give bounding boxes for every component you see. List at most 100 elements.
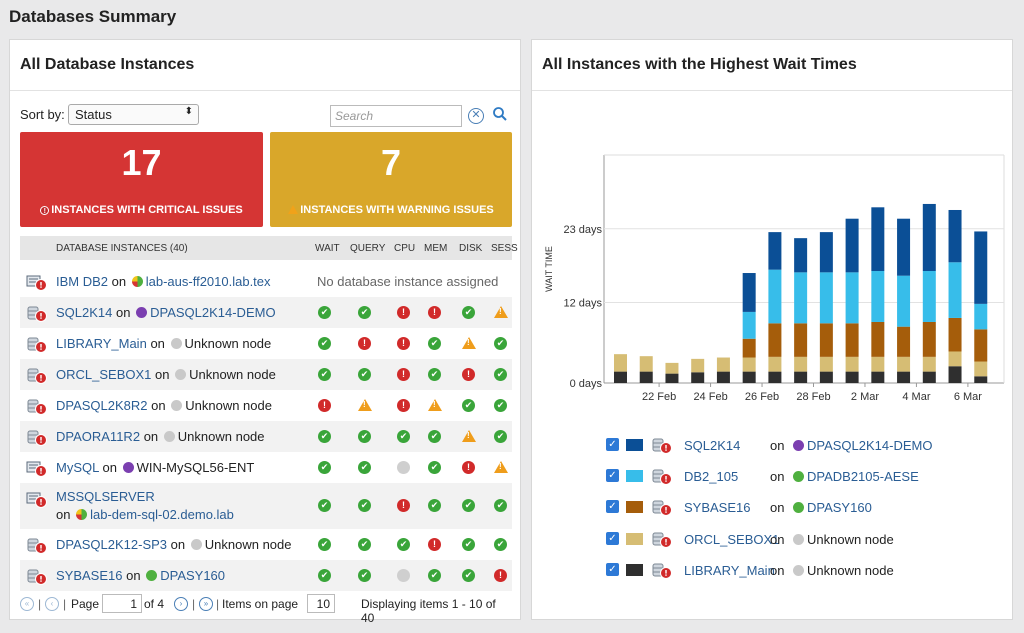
node-link[interactable]: lab-aus-ff2010.lab.tex — [145, 274, 271, 289]
wait-status-ok-icon[interactable]: ✔ — [318, 368, 331, 381]
prev-page-icon[interactable]: ‹ — [45, 597, 59, 611]
disk-status-ok-icon[interactable]: ✔ — [462, 569, 475, 582]
sess-status-warning-icon[interactable] — [494, 306, 508, 318]
query-status-ok-icon[interactable]: ✔ — [358, 538, 371, 551]
warning-instances-tile[interactable]: 7 INSTANCES WITH WARNING ISSUES — [270, 132, 512, 227]
mem-status-critical-icon[interactable]: ! — [428, 306, 441, 319]
table-row[interactable]: SYBASE16 on DPASY160 ✔ ✔ ✔ ✔! — [20, 560, 512, 591]
sess-status-ok-icon[interactable]: ✔ — [494, 430, 507, 443]
sess-status-ok-icon[interactable]: ✔ — [494, 337, 507, 350]
mem-status-ok-icon[interactable]: ✔ — [428, 368, 441, 381]
instance-link[interactable]: ORCL_SEBOX1 — [56, 367, 152, 382]
legend-node-link[interactable]: DPASY160 — [807, 500, 872, 515]
page-input[interactable]: 1 — [102, 594, 142, 613]
search-icon[interactable] — [492, 106, 508, 122]
query-status-ok-icon[interactable]: ✔ — [358, 461, 371, 474]
instance-link[interactable]: DPASQL2K12-SP3 — [56, 537, 168, 552]
sess-status-warning-icon[interactable] — [494, 461, 508, 473]
clear-icon[interactable]: ✕ — [468, 108, 484, 124]
disk-status-critical-icon[interactable]: ! — [462, 368, 475, 381]
wait-status-ok-icon[interactable]: ✔ — [318, 337, 331, 350]
mem-status-ok-icon[interactable]: ✔ — [428, 461, 441, 474]
cpu-status-critical-icon[interactable]: ! — [397, 337, 410, 350]
last-page-icon[interactable]: » — [199, 597, 213, 611]
cpu-status-critical-icon[interactable]: ! — [397, 499, 410, 512]
instance-link[interactable]: IBM DB2 — [56, 274, 109, 289]
legend-checkbox[interactable]: ✓ — [606, 532, 619, 545]
table-row[interactable]: SQL2K14 on DPASQL2K14-DEMO ✔ ✔!! ✔ — [20, 297, 512, 328]
disk-status-ok-icon[interactable]: ✔ — [462, 499, 475, 512]
node-link[interactable]: DPASQL2K14-DEMO — [150, 305, 276, 320]
query-status-ok-icon[interactable]: ✔ — [358, 499, 371, 512]
col-query[interactable]: QUERY — [350, 243, 386, 254]
col-mem[interactable]: MEM — [424, 243, 448, 254]
wait-status-ok-icon[interactable]: ✔ — [318, 306, 331, 319]
query-status-warning-icon[interactable] — [358, 399, 372, 411]
sess-status-ok-icon[interactable]: ✔ — [494, 399, 507, 412]
mem-status-warning-icon[interactable] — [428, 399, 442, 411]
query-status-ok-icon[interactable]: ✔ — [358, 430, 371, 443]
disk-status-critical-icon[interactable]: ! — [462, 461, 475, 474]
disk-status-warning-icon[interactable] — [462, 337, 476, 349]
instance-link[interactable]: LIBRARY_Main — [56, 336, 147, 351]
sess-status-ok-icon[interactable]: ✔ — [494, 538, 507, 551]
instance-link[interactable]: SQL2K14 — [56, 305, 113, 320]
table-row[interactable]: ORCL_SEBOX1 on Unknown node ✔ ✔! ✔! ✔ — [20, 359, 512, 390]
mem-status-ok-icon[interactable]: ✔ — [428, 430, 441, 443]
legend-checkbox[interactable]: ✓ — [606, 500, 619, 513]
col-wait[interactable]: WAIT — [315, 243, 340, 254]
table-row[interactable]: DPAORA11R2 on Unknown node ✔ ✔ ✔ ✔ ✔ — [20, 421, 512, 452]
table-row[interactable]: DPASQL2K12-SP3 on Unknown node ✔ ✔ ✔! ✔ ✔ — [20, 529, 512, 560]
cpu-status-critical-icon[interactable]: ! — [397, 399, 410, 412]
legend-node-link[interactable]: DPADB2105-AESE — [807, 469, 919, 484]
node-link[interactable]: DPASY160 — [160, 568, 226, 583]
legend-node-link[interactable]: DPASQL2K14-DEMO — [807, 438, 933, 453]
instance-link[interactable]: DPAORA11R2 — [56, 429, 141, 444]
query-status-critical-icon[interactable]: ! — [358, 337, 371, 350]
col-disk[interactable]: DISK — [459, 243, 483, 254]
wait-status-ok-icon[interactable]: ✔ — [318, 499, 331, 512]
query-status-ok-icon[interactable]: ✔ — [358, 368, 371, 381]
sess-status-critical-icon[interactable]: ! — [494, 569, 507, 582]
cpu-status-ok-icon[interactable]: ✔ — [397, 538, 410, 551]
table-row[interactable]: DPASQL2K8R2 on Unknown node!! ✔ ✔ — [20, 390, 512, 421]
legend-checkbox[interactable]: ✓ — [606, 563, 619, 576]
sort-select[interactable]: Status ⬍ — [68, 104, 199, 125]
wait-status-critical-icon[interactable]: ! — [318, 399, 331, 412]
critical-instances-tile[interactable]: 17 ! INSTANCES WITH CRITICAL ISSUES — [20, 132, 263, 227]
node-link[interactable]: lab-dem-sql-02.demo.lab — [90, 507, 234, 522]
wait-status-ok-icon[interactable]: ✔ — [318, 538, 331, 551]
legend-instance-link[interactable]: LIBRARY_Main — [684, 563, 775, 578]
query-status-ok-icon[interactable]: ✔ — [358, 306, 371, 319]
instance-link[interactable]: MySQL — [56, 460, 99, 475]
legend-checkbox[interactable]: ✓ — [606, 438, 619, 451]
legend-instance-link[interactable]: SYBASE16 — [684, 500, 751, 515]
instance-link[interactable]: SYBASE16 — [56, 568, 123, 583]
cpu-status-unknown-icon[interactable] — [397, 569, 410, 582]
instance-link[interactable]: MSSQLSERVER — [56, 489, 155, 504]
sess-status-ok-icon[interactable]: ✔ — [494, 368, 507, 381]
first-page-icon[interactable]: « — [20, 597, 34, 611]
table-row[interactable]: IBM DB2 on lab-aus-ff2010.lab.tex No data… — [20, 266, 512, 297]
legend-checkbox[interactable]: ✓ — [606, 469, 619, 482]
wait-status-ok-icon[interactable]: ✔ — [318, 569, 331, 582]
legend-instance-link[interactable]: ORCL_SEBOX1 — [684, 532, 780, 547]
mem-status-ok-icon[interactable]: ✔ — [428, 569, 441, 582]
items-per-page-input[interactable]: 10 — [307, 594, 335, 613]
disk-status-ok-icon[interactable]: ✔ — [462, 538, 475, 551]
cpu-status-critical-icon[interactable]: ! — [397, 368, 410, 381]
instance-link[interactable]: DPASQL2K8R2 — [56, 398, 148, 413]
cpu-status-critical-icon[interactable]: ! — [397, 306, 410, 319]
table-row[interactable]: MSSQLSERVER on lab-dem-sql-02.demo.lab ✔ ✔!… — [20, 483, 512, 529]
table-row[interactable]: MySQL on WIN-MySQL56-ENT ✔ ✔ ✔! — [20, 452, 512, 483]
col-instances[interactable]: DATABASE INSTANCES (40) — [56, 243, 188, 254]
legend-instance-link[interactable]: SQL2K14 — [684, 438, 741, 453]
col-cpu[interactable]: CPU — [394, 243, 416, 254]
next-page-icon[interactable]: › — [174, 597, 188, 611]
mem-status-ok-icon[interactable]: ✔ — [428, 499, 441, 512]
cpu-status-ok-icon[interactable]: ✔ — [397, 430, 410, 443]
disk-status-ok-icon[interactable]: ✔ — [462, 306, 475, 319]
col-sess[interactable]: SESS — [491, 243, 518, 254]
cpu-status-unknown-icon[interactable] — [397, 461, 410, 474]
table-row[interactable]: LIBRARY_Main on Unknown node ✔!! ✔ ✔ — [20, 328, 512, 359]
